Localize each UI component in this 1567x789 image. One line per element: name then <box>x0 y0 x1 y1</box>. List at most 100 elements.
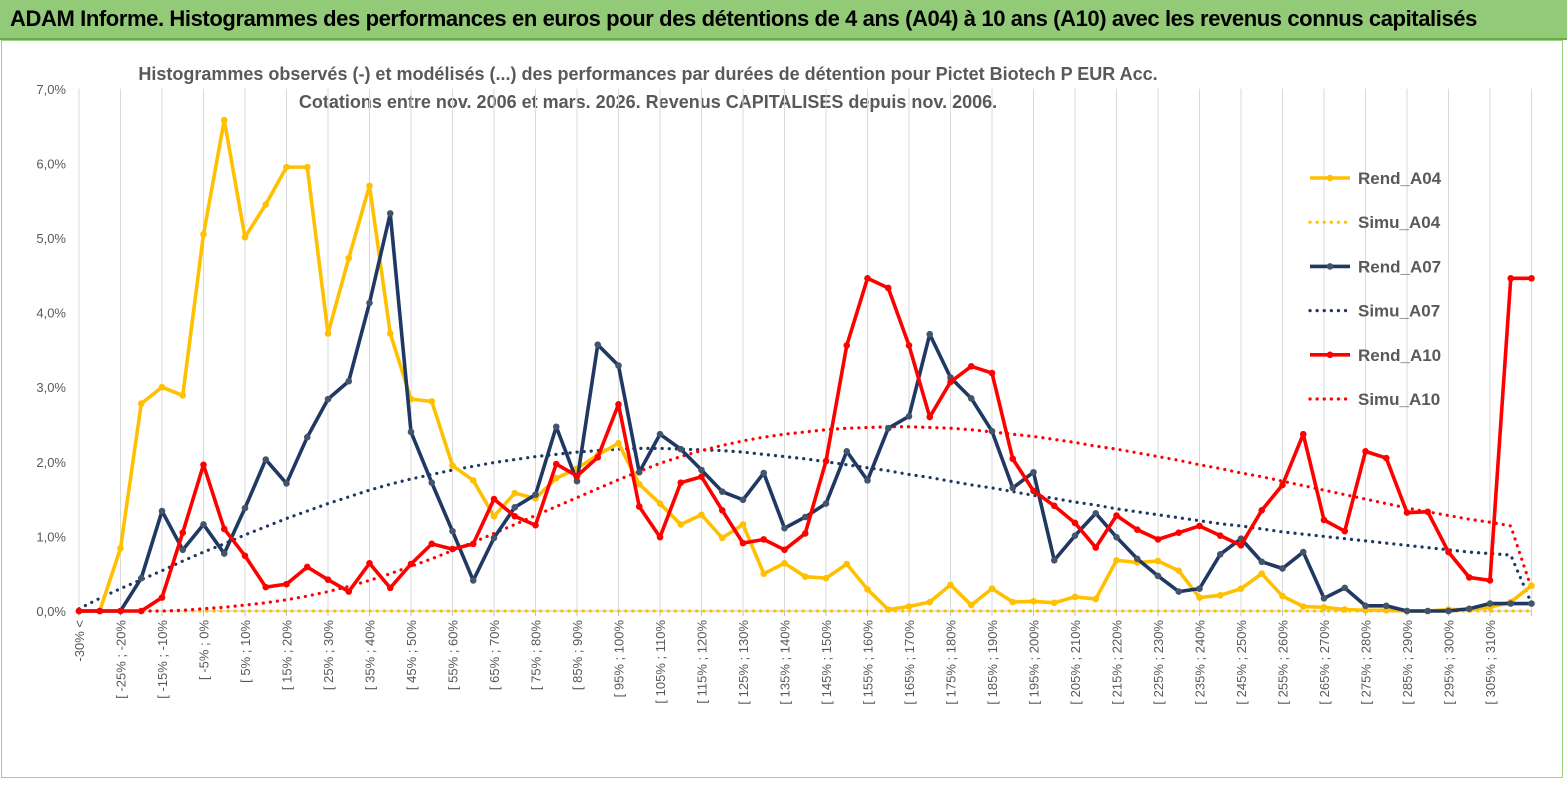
data-point <box>1320 516 1328 524</box>
x-tick-label: [ 105% ; 110% <box>653 620 668 704</box>
data-point <box>864 586 871 593</box>
data-point <box>366 182 373 190</box>
data-point <box>739 496 747 504</box>
x-tick-label: [ 45% ; 50% <box>404 620 419 691</box>
x-tick-label: [ 295% ; 300% <box>1442 620 1457 705</box>
x-tick-label: [ 55% ; 60% <box>446 620 461 691</box>
data-point <box>1196 594 1203 601</box>
data-point <box>1382 454 1390 462</box>
data-point <box>718 506 726 514</box>
data-point <box>760 469 768 477</box>
x-tick-label: [ 235% ; 240% <box>1193 620 1208 705</box>
data-point <box>1486 577 1494 584</box>
legend-item: Simu_A07 <box>1308 302 1440 321</box>
data-point <box>1050 599 1058 607</box>
data-point <box>324 576 332 583</box>
data-point <box>303 163 311 171</box>
data-point <box>1507 600 1515 607</box>
data-point <box>303 563 311 571</box>
data-point <box>407 428 415 436</box>
data-point <box>1258 558 1266 566</box>
data-point <box>1528 274 1535 282</box>
data-point <box>96 607 104 615</box>
data-point <box>449 462 456 469</box>
legend-marker <box>1326 174 1334 182</box>
data-point <box>407 560 415 568</box>
x-tick-label: [ 185% ; 190% <box>985 620 1000 705</box>
x-tick-label: [ 25% ; 30% <box>321 620 336 691</box>
data-point <box>117 607 124 615</box>
data-point <box>200 230 207 238</box>
legend-label: Simu_A07 <box>1358 302 1440 321</box>
data-point <box>490 534 498 542</box>
data-point <box>1279 592 1286 600</box>
data-point <box>449 545 456 553</box>
x-tick-label: [ 225% ; 230% <box>1151 620 1166 705</box>
data-point <box>822 574 830 582</box>
data-point <box>1528 600 1535 607</box>
legend-item: Rend_A04 <box>1310 169 1442 188</box>
data-point <box>345 254 353 262</box>
data-point <box>781 559 788 567</box>
data-point <box>179 529 187 536</box>
data-point <box>241 552 249 560</box>
report-title: ADAM Informe. Histogrammes des performan… <box>10 6 1477 31</box>
data-point <box>801 573 809 580</box>
y-tick-label: 4,0% <box>36 306 66 321</box>
x-tick-label: [ 165% ; 170% <box>902 620 917 705</box>
data-point <box>1445 548 1452 556</box>
data-point <box>1424 508 1432 516</box>
legend-marker <box>1326 263 1334 270</box>
series-line <box>77 446 1534 611</box>
x-tick-label: [ -5% ; 0% <box>197 620 212 680</box>
x-tick-label: [ 205% ; 210% <box>1068 620 1083 705</box>
y-tick-label: 3,0% <box>36 380 66 395</box>
data-point <box>1237 585 1245 592</box>
legend-item: Rend_A07 <box>1310 257 1441 276</box>
data-point <box>117 545 124 552</box>
data-point <box>1196 522 1203 530</box>
data-point <box>179 546 187 554</box>
data-point <box>760 536 768 543</box>
data-point <box>1362 448 1369 455</box>
data-point <box>594 454 602 461</box>
x-tick-label: [ 5% ; 10% <box>238 620 253 683</box>
data-point <box>947 378 954 386</box>
data-point <box>698 466 705 474</box>
data-point <box>864 477 871 484</box>
data-point <box>760 570 768 577</box>
data-point <box>220 525 228 533</box>
chart-title-line1: Histogrammes observés (-) et modélisés (… <box>138 64 1157 84</box>
data-point <box>1050 556 1058 564</box>
data-point <box>967 601 975 609</box>
data-point <box>283 580 290 588</box>
x-tick-label: [ 195% ; 200% <box>1027 620 1042 705</box>
data-point <box>988 369 996 377</box>
data-point <box>511 489 519 497</box>
data-point <box>1258 506 1266 514</box>
data-point <box>905 603 913 610</box>
data-point <box>1071 519 1079 527</box>
data-point <box>822 457 830 465</box>
series-rend-a07 <box>75 210 1535 615</box>
data-point <box>656 533 664 541</box>
data-point <box>532 491 539 498</box>
data-point <box>1279 565 1286 572</box>
data-point <box>967 395 975 402</box>
data-point <box>1424 607 1432 615</box>
data-point <box>926 330 934 338</box>
data-point <box>801 513 809 521</box>
y-tick-label: 7,0% <box>36 82 66 97</box>
y-tick-label: 2,0% <box>36 455 66 470</box>
data-point <box>635 480 643 488</box>
legend-item: Simu_A04 <box>1308 213 1441 232</box>
data-point <box>200 521 207 528</box>
data-point <box>843 448 851 455</box>
x-tick-label: [ 15% ; 20% <box>280 620 295 691</box>
data-point <box>1362 602 1369 610</box>
data-point <box>905 412 913 420</box>
data-point <box>1465 605 1473 613</box>
x-tick-label: [ 305% ; 310% <box>1483 620 1498 705</box>
data-point <box>490 512 498 520</box>
